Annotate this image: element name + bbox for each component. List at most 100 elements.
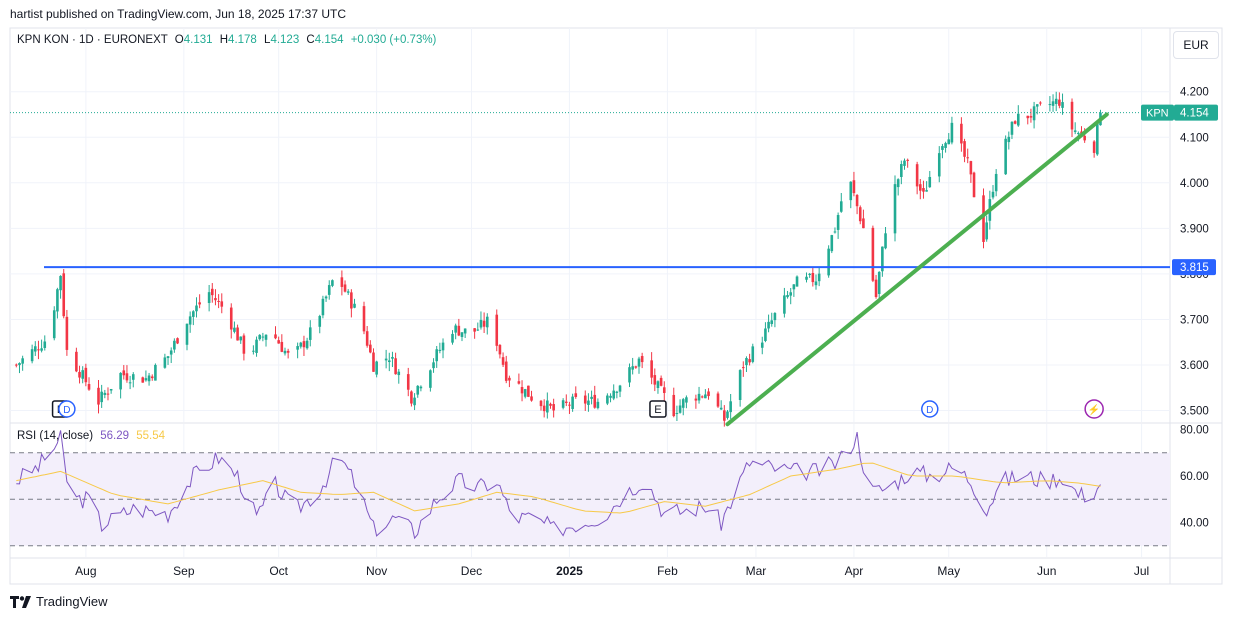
candle-body <box>631 366 634 370</box>
candle-body <box>451 333 454 343</box>
low-label: L <box>264 34 271 46</box>
candle-body <box>1058 99 1061 106</box>
candle-body <box>672 394 676 417</box>
candle-body <box>530 396 533 401</box>
candle-body <box>960 123 963 144</box>
trendline[interactable] <box>725 112 1109 427</box>
candle-body <box>520 387 524 394</box>
candle-body <box>1026 115 1030 119</box>
candle-body <box>767 321 770 329</box>
candle-body <box>277 340 280 344</box>
candle-body <box>346 291 350 293</box>
candle-body <box>915 164 919 187</box>
rsi-legend: RSI (14, close) 56.29 55.54 <box>17 430 165 442</box>
candle-body <box>324 296 328 299</box>
candle-body <box>1029 116 1033 118</box>
candle-body <box>786 295 789 298</box>
candle-body <box>192 311 195 317</box>
candle-body <box>726 411 729 418</box>
candle-body <box>700 396 704 398</box>
candle-body <box>751 346 755 362</box>
candle-body <box>827 248 830 276</box>
low-value: 4.123 <box>270 34 300 46</box>
candle-body <box>485 316 489 328</box>
candle-body <box>795 276 799 287</box>
candle-body <box>950 122 954 143</box>
candle-body <box>198 302 201 305</box>
earnings-marker[interactable] <box>649 400 667 418</box>
dividend-marker[interactable] <box>58 400 76 418</box>
dividend-marker[interactable] <box>921 400 939 418</box>
open-label: O <box>174 34 184 46</box>
currency-button[interactable]: EUR <box>1173 31 1219 59</box>
candle-body <box>640 356 644 363</box>
candle-body <box>457 325 461 336</box>
candle-body <box>144 378 148 381</box>
candle-body <box>1092 141 1096 153</box>
time-tick-label: Feb <box>657 564 678 578</box>
candle-body <box>947 139 951 145</box>
candle-body <box>937 153 941 177</box>
candle-body <box>185 323 189 345</box>
candle-body <box>729 401 732 413</box>
candle-body <box>233 327 236 332</box>
candle-body <box>327 285 331 295</box>
candle-body <box>103 392 107 395</box>
candle-body <box>274 334 277 339</box>
candle-body <box>656 381 660 389</box>
candle-body <box>498 344 502 355</box>
candle-body <box>1039 102 1042 104</box>
candle-body <box>495 314 499 346</box>
candle-body <box>454 325 457 333</box>
candle-body <box>305 340 309 349</box>
candle-body <box>1048 104 1052 106</box>
candle-body <box>375 361 378 375</box>
candle-body <box>207 292 211 304</box>
symbol-legend: KPN KON · 1D · EURONEXT O4.131 H4.178 L4… <box>17 34 440 46</box>
candle-body <box>549 403 552 406</box>
candle-body <box>874 279 878 297</box>
candle-body <box>419 386 423 389</box>
candle-body <box>1096 123 1099 155</box>
candle-body <box>406 374 410 390</box>
candle-body <box>362 306 366 332</box>
candle-body <box>441 342 445 351</box>
candle-body <box>343 284 347 292</box>
candle-body <box>286 350 290 353</box>
candle-body <box>365 331 369 346</box>
candle-body <box>811 273 815 283</box>
rsi-label[interactable]: RSI (14, close) <box>17 430 94 442</box>
candle-body <box>628 367 631 383</box>
rsi-value: 56.29 <box>100 430 130 442</box>
candle-body <box>675 413 679 415</box>
candle-body <box>321 298 325 316</box>
candle-body <box>59 275 62 291</box>
candle-body <box>830 235 834 252</box>
candle-body <box>62 273 66 317</box>
candle-body <box>1061 102 1064 108</box>
last-price-tag <box>1174 104 1218 121</box>
candle-body <box>546 400 549 413</box>
candle-body <box>154 364 157 381</box>
candle-body <box>517 381 521 384</box>
footer-brand[interactable]: TradingView <box>10 594 108 609</box>
candle-body <box>150 376 154 379</box>
split-marker[interactable] <box>1084 399 1104 419</box>
candle-body <box>84 367 88 383</box>
candle-body <box>1077 132 1080 134</box>
candle-body <box>384 358 388 361</box>
candle-body <box>723 410 726 421</box>
time-tick-label: May <box>937 564 960 578</box>
candle-body <box>1054 98 1058 104</box>
time-tick-label: Oct <box>269 564 288 578</box>
time-tick-label: Jun <box>1037 564 1056 578</box>
candle-body <box>561 400 565 408</box>
symbol-name[interactable]: KPN KON · 1D · EURONEXT <box>17 34 168 46</box>
candle-body <box>985 222 988 240</box>
candle-body <box>122 370 126 376</box>
candle-body <box>463 328 467 334</box>
candle-body <box>163 357 167 368</box>
candle-body <box>37 349 40 351</box>
candle-body <box>429 370 432 388</box>
candle-body <box>609 395 612 398</box>
